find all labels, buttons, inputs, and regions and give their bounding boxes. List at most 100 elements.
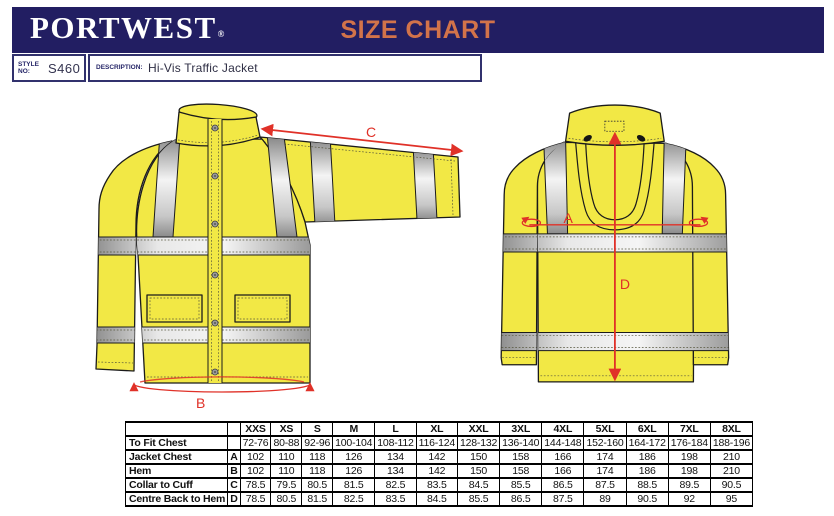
value-cell: 150 xyxy=(457,449,501,465)
value-cell: 83.5 xyxy=(374,491,417,507)
size-column-header: XS xyxy=(270,421,303,437)
measurement-label-b: B xyxy=(196,395,205,411)
front-jacket-illustration: C B xyxy=(95,103,464,411)
value-cell: 81.5 xyxy=(301,491,334,507)
value-cell: 102 xyxy=(239,463,272,479)
page-title: SIZE CHART xyxy=(340,16,496,44)
value-cell: 81.5 xyxy=(332,477,376,493)
value-cell: 166 xyxy=(541,463,585,479)
value-cell: 110 xyxy=(270,463,303,479)
value-cell: 78.5 xyxy=(239,491,272,507)
value-cell: 198 xyxy=(667,449,711,465)
size-column-header: S xyxy=(301,421,334,437)
table-corner-cell xyxy=(227,421,241,437)
value-cell: 89 xyxy=(583,491,627,507)
description-value: Hi-Vis Traffic Jacket xyxy=(148,61,258,75)
size-column-header: 3XL xyxy=(499,421,543,437)
value-cell: 134 xyxy=(374,463,417,479)
value-cell: 78.5 xyxy=(239,477,272,493)
value-cell: 83.5 xyxy=(415,477,459,493)
style-no-box: STYLE NO: S460 xyxy=(12,54,86,82)
row-label-cell: Hem xyxy=(124,463,229,479)
value-cell: 186 xyxy=(625,449,669,465)
value-cell: 80.5 xyxy=(270,491,303,507)
table-corner-cell xyxy=(124,421,229,437)
row-letter-cell: A xyxy=(227,449,241,465)
value-cell: 82.5 xyxy=(332,491,376,507)
style-no-value: S460 xyxy=(48,60,81,76)
value-cell: 92 xyxy=(667,491,711,507)
value-cell: 84.5 xyxy=(457,477,501,493)
value-cell: 116-124 xyxy=(415,435,459,451)
value-cell: 79.5 xyxy=(270,477,303,493)
size-column-header: L xyxy=(374,421,417,437)
value-cell: 80.5 xyxy=(301,477,334,493)
row-letter-cell: B xyxy=(227,463,241,479)
row-label-cell: To Fit Chest xyxy=(124,435,229,451)
measurement-label-c: C xyxy=(366,124,376,140)
value-cell: 84.5 xyxy=(415,491,459,507)
row-label-cell: Jacket Chest xyxy=(124,449,229,465)
value-cell: 90.5 xyxy=(625,491,669,507)
brand-text: PORTWEST xyxy=(30,10,217,45)
value-cell: 144-148 xyxy=(541,435,585,451)
value-cell: 85.5 xyxy=(499,477,543,493)
value-cell: 176-184 xyxy=(667,435,711,451)
value-cell: 85.5 xyxy=(457,491,501,507)
size-column-header: XXS xyxy=(239,421,272,437)
value-cell: 86.5 xyxy=(541,477,585,493)
front-pockets xyxy=(146,294,291,323)
value-cell: 118 xyxy=(301,463,334,479)
value-cell: 150 xyxy=(457,463,501,479)
value-cell: 90.5 xyxy=(709,477,754,493)
value-cell: 210 xyxy=(709,463,754,479)
measurement-label-d: D xyxy=(620,276,630,292)
size-column-header: 6XL xyxy=(625,421,669,437)
measurement-arrow-c: C xyxy=(260,123,464,157)
row-letter-cell: C xyxy=(227,477,241,493)
measurement-arrow-b: B xyxy=(129,376,315,411)
value-cell: 174 xyxy=(583,449,627,465)
value-cell: 210 xyxy=(709,449,754,465)
value-cell: 142 xyxy=(415,449,459,465)
description-label: DESCRIPTION: xyxy=(96,64,143,72)
size-column-header: 4XL xyxy=(541,421,585,437)
value-cell: 166 xyxy=(541,449,585,465)
size-column-header: M xyxy=(332,421,376,437)
back-jacket-illustration: A D xyxy=(500,104,730,383)
size-table: XXS XS S M L XL XXL 3XL 4XL 5XL 6XL 7XL 8XL To Fit Ch… xyxy=(124,421,754,507)
value-cell: 87.5 xyxy=(541,491,585,507)
table-row: Jacket Chest A 102 110 118 126 134 142 150 158 166… xyxy=(124,449,754,465)
value-cell: 186 xyxy=(625,463,669,479)
front-buttons xyxy=(211,124,219,376)
row-letter-cell: D xyxy=(227,491,241,507)
value-cell: 118 xyxy=(301,449,334,465)
value-cell: 80-88 xyxy=(270,435,303,451)
value-cell: 174 xyxy=(583,463,627,479)
row-letter-cell xyxy=(227,435,241,451)
value-cell: 128-132 xyxy=(457,435,501,451)
table-row: Hem B 102 110 118 126 134 142 150 158 166 174 186 198… xyxy=(124,463,754,479)
value-cell: 110 xyxy=(270,449,303,465)
front-placket xyxy=(207,119,223,383)
measurement-arrow-d: D xyxy=(608,131,630,382)
description-box: DESCRIPTION: Hi-Vis Traffic Jacket xyxy=(88,54,482,82)
registered-mark: ® xyxy=(217,29,225,39)
row-label-cell: Collar to Cuff xyxy=(124,477,229,493)
size-column-header: 7XL xyxy=(667,421,711,437)
back-right-arm xyxy=(663,142,730,366)
value-cell: 126 xyxy=(332,449,376,465)
size-column-header: 5XL xyxy=(583,421,627,437)
header-bar: PORTWEST® SIZE CHART xyxy=(12,7,824,53)
size-column-header: XL xyxy=(415,421,459,437)
value-cell: 142 xyxy=(415,463,459,479)
back-left-arm xyxy=(500,141,567,366)
measurement-label-a: A xyxy=(564,210,574,226)
style-no-label: STYLE NO: xyxy=(18,60,39,75)
value-cell: 198 xyxy=(667,463,711,479)
value-cell: 92-96 xyxy=(301,435,334,451)
value-cell: 108-112 xyxy=(374,435,417,451)
value-cell: 87.5 xyxy=(583,477,627,493)
value-cell: 136-140 xyxy=(499,435,543,451)
